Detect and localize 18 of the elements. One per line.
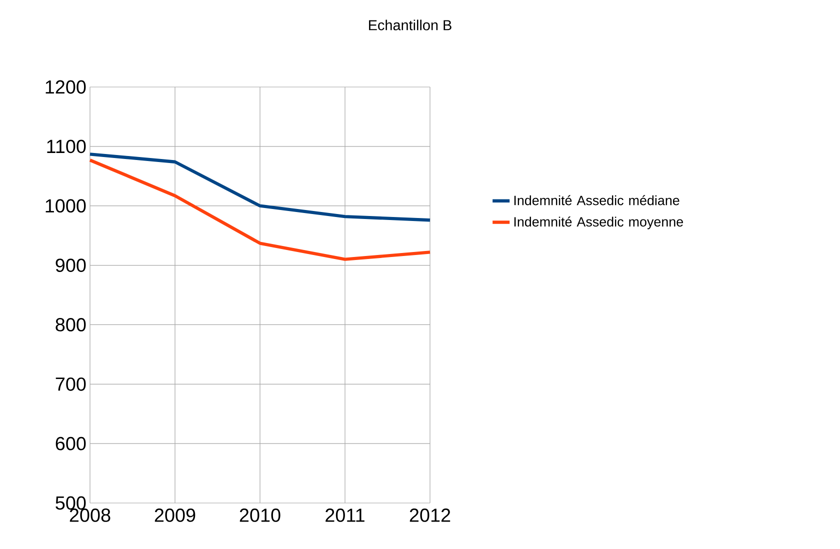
y-tick-label: 900 [56,258,86,272]
line-series [88,158,432,261]
x-tick-label: 2012 [410,508,450,522]
legend-label: Indemnité Assedic moyenne [514,216,684,230]
chart-title: Echantillon B [369,20,452,30]
line-series [88,152,432,222]
y-tick-label: 700 [56,377,86,391]
y-tick-label: 600 [56,436,86,450]
x-tick-label: 2010 [240,508,280,522]
x-tick-label: 2008 [70,508,110,522]
y-tick-label: 1000 [46,199,86,213]
legend-label: Indemnité Assedic médiane [514,195,680,206]
y-tick-label: 800 [56,318,86,332]
y-tick-label: 1200 [46,80,86,94]
y-tick-label: 1100 [47,140,86,154]
y-tick-label: 500 [56,496,86,510]
x-tick-label: 2009 [154,508,196,522]
x-tick-label: 2011 [326,508,364,522]
